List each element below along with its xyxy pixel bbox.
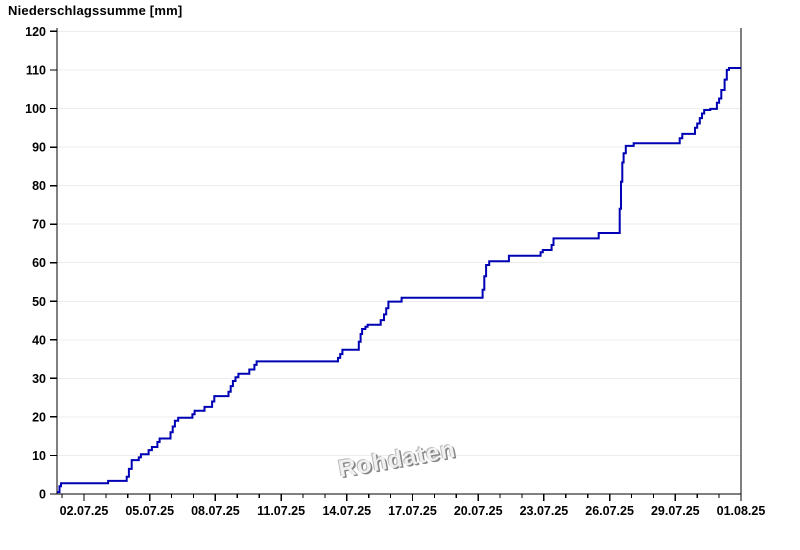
y-tick-label: 30	[32, 372, 46, 386]
x-tick-label: 01.08.25	[717, 504, 766, 518]
x-tick-label: 05.07.25	[125, 504, 174, 518]
x-tick-label: 08.07.25	[191, 504, 240, 518]
y-tick-label: 80	[32, 179, 46, 193]
x-tick-label: 11.07.25	[257, 504, 305, 518]
y-tick-label: 70	[32, 218, 46, 232]
y-tick-label: 100	[25, 102, 46, 116]
y-tick-label: 110	[26, 63, 46, 77]
y-tick-label: 120	[25, 25, 46, 39]
y-tick-label: 50	[32, 295, 46, 309]
y-tick-label: 40	[32, 333, 46, 347]
x-tick-label: 23.07.25	[520, 504, 569, 518]
x-tick-label: 29.07.25	[651, 504, 700, 518]
y-tick-label: 60	[32, 256, 46, 270]
y-tick-label: 20	[32, 410, 46, 424]
x-tick-label: 26.07.25	[585, 504, 634, 518]
chart-title: Niederschlagssumme [mm]	[8, 3, 183, 18]
x-tick-label: 14.07.25	[322, 504, 371, 518]
series-niederschlagssumme	[57, 67, 741, 494]
x-tick-label: 02.07.25	[60, 504, 109, 518]
y-tick-label: 0	[39, 488, 46, 502]
x-tick-label: 20.07.25	[454, 504, 503, 518]
y-tick-label: 10	[32, 449, 46, 463]
x-tick-label: 17.07.25	[388, 504, 437, 518]
y-tick-label: 90	[32, 141, 46, 155]
